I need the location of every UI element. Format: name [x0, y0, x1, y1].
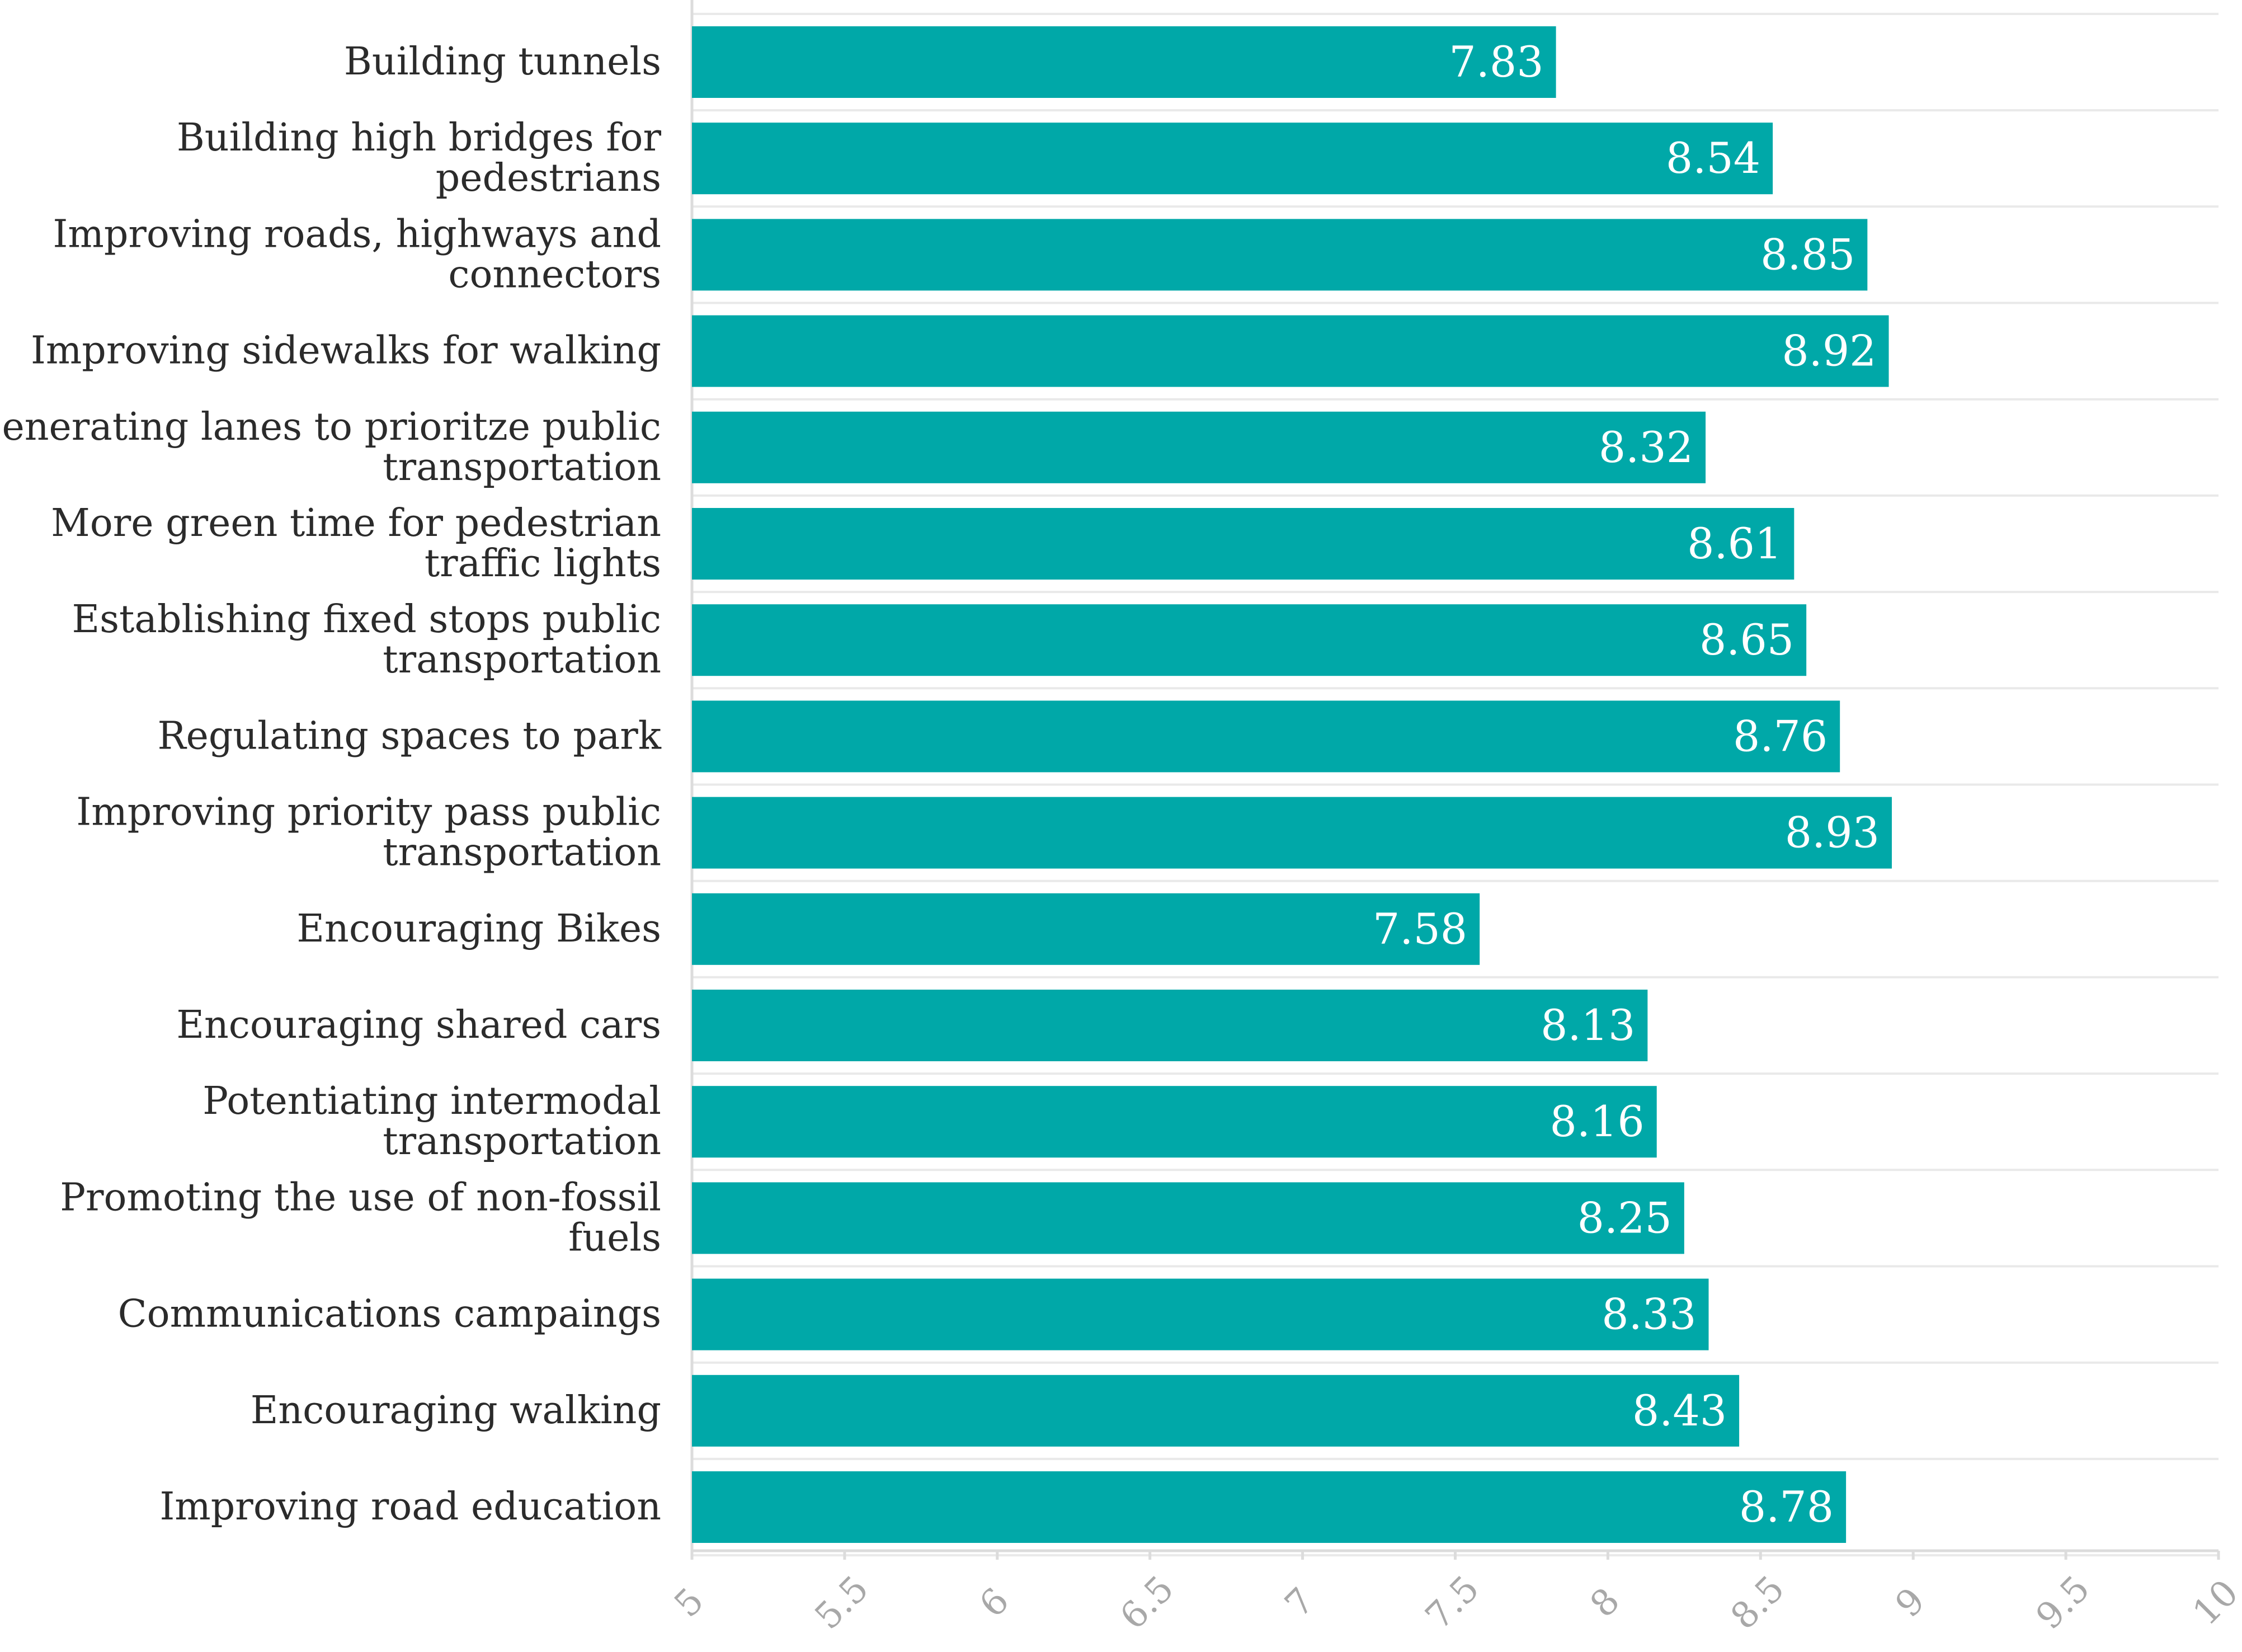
category-label: Building high bridges for pedestrians: [177, 116, 662, 200]
bar: [692, 1086, 1657, 1158]
category-label: Generating lanes to prioritze public tran…: [0, 405, 661, 490]
bar-value-label: 8.32: [1599, 422, 1693, 472]
bar-value-label: 8.92: [1782, 326, 1876, 376]
bar: [692, 219, 1868, 291]
x-tick-label: 10: [2185, 1572, 2242, 1634]
x-tick-label: 5: [667, 1580, 712, 1626]
bar-value-label: 8.85: [1760, 229, 1855, 279]
category-label: Improving roads, highways and connectors: [53, 212, 661, 296]
bar: [692, 1375, 1740, 1447]
x-tick-label: 5.5: [807, 1568, 877, 1637]
bar: [692, 990, 1648, 1061]
bar-value-label: 8.43: [1632, 1386, 1727, 1436]
bar: [692, 508, 1794, 580]
bar: [692, 1182, 1684, 1254]
bar-value-label: 8.13: [1541, 1000, 1635, 1050]
bar: [692, 700, 1840, 773]
category-label: Encouraging walking: [251, 1389, 661, 1433]
category-labels: Building tunnels Building high bridges fo…: [0, 40, 662, 1529]
category-label: Improving priority pass public transporta…: [76, 790, 661, 875]
x-tick-label: 6: [972, 1580, 1017, 1626]
bar-value-label: 8.78: [1739, 1482, 1834, 1532]
bar-value-label: 8.61: [1687, 519, 1782, 568]
bar-value-label: 8.65: [1699, 615, 1794, 665]
bar: [692, 604, 1807, 676]
category-label: Regulating spaces to park: [157, 714, 661, 758]
category-label: Establishing fixed stops public transport…: [72, 597, 661, 682]
bar: [692, 411, 1706, 483]
bar-value-label: 7.83: [1449, 37, 1543, 87]
bar: [692, 1278, 1709, 1350]
bar: [692, 123, 1773, 195]
category-label: More green time for pedestrian traffic li…: [51, 501, 661, 586]
bar-value-label: 8.33: [1602, 1289, 1696, 1339]
category-label: Building tunnels: [344, 40, 661, 84]
category-label: Promoting the use of non-fossil fuels: [60, 1175, 661, 1260]
x-tick-label: 8: [1582, 1580, 1628, 1626]
x-tick-label: 7.5: [1418, 1568, 1487, 1637]
bar-value-label: 8.93: [1785, 808, 1880, 858]
bar-value-label: 7.58: [1373, 904, 1467, 954]
category-label: Encouraging Bikes: [296, 907, 661, 951]
x-tick-label: 9: [1888, 1580, 1933, 1626]
x-tick-label: 7: [1277, 1580, 1322, 1626]
bar: [692, 315, 1889, 387]
bar: [692, 797, 1892, 869]
bar: [692, 893, 1480, 965]
bar: [692, 26, 1556, 98]
bar: [692, 1471, 1847, 1543]
x-tick-label: 6.5: [1113, 1568, 1182, 1637]
bar-value-label: 8.54: [1666, 133, 1760, 183]
x-tick-label: 9.5: [2028, 1568, 2098, 1637]
x-tick-label: 8.5: [1723, 1568, 1792, 1637]
bar-value-label: 8.16: [1550, 1096, 1645, 1146]
category-label: Improving road education: [159, 1485, 661, 1529]
category-label: Potentiating intermodal transportation: [202, 1079, 661, 1164]
category-label: Encouraging shared cars: [176, 1003, 661, 1047]
bar-value-label: 8.76: [1733, 711, 1827, 761]
category-label: Improving sidewalks for walking: [31, 329, 661, 373]
bar-value-label: 8.25: [1577, 1193, 1672, 1242]
x-axis-ticks: 5 5.5 6 6.5 7 7.5 8 8.5 9 9.5 10: [667, 1551, 2242, 1637]
bars: 7.83 8.548.85 8.92 8.32 8.61 8.65 8.76 8.93 7.58…: [692, 26, 1892, 1543]
category-label: Communications campaings: [118, 1292, 661, 1336]
